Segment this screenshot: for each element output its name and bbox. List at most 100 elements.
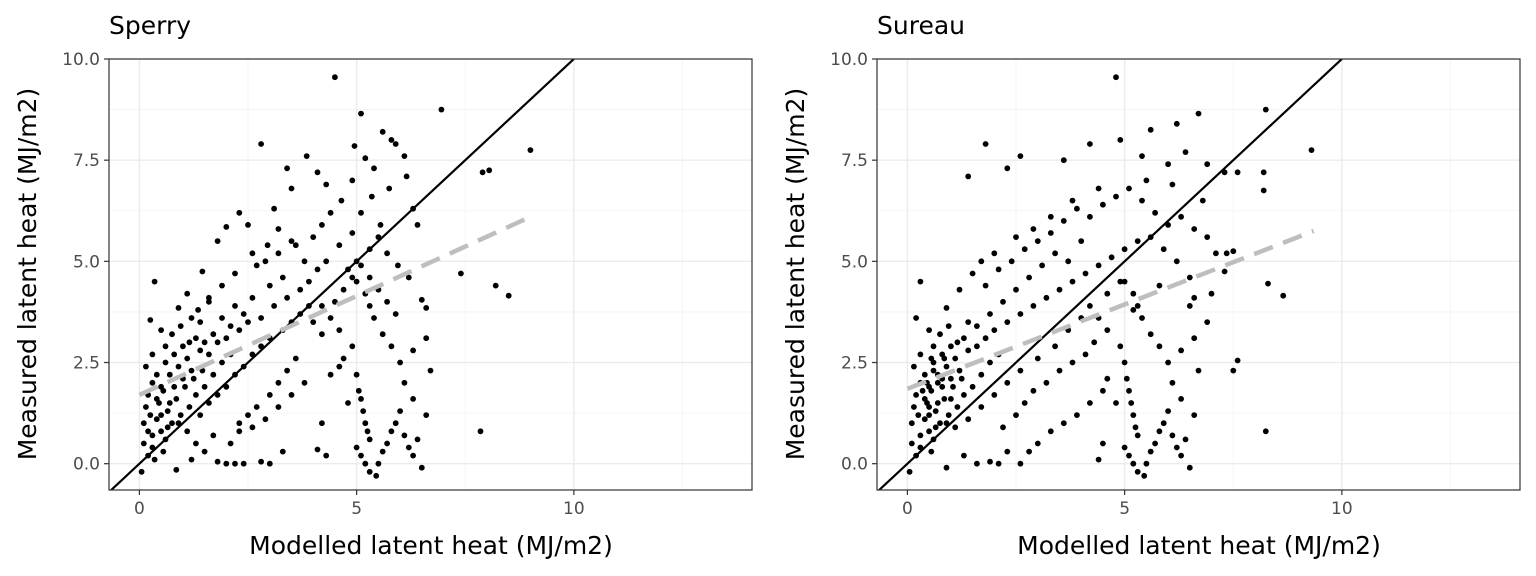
data-point xyxy=(527,147,534,154)
data-point xyxy=(941,355,948,362)
data-point xyxy=(140,440,147,447)
data-point xyxy=(360,408,367,414)
data-point xyxy=(1123,375,1130,382)
data-point xyxy=(358,209,364,216)
data-point xyxy=(223,460,230,467)
data-point xyxy=(930,343,937,350)
data-point xyxy=(279,274,286,281)
data-point xyxy=(1113,400,1119,406)
data-point xyxy=(232,270,238,277)
data-point xyxy=(138,468,145,475)
data-point xyxy=(1165,359,1171,366)
data-point xyxy=(1108,254,1115,261)
data-point xyxy=(1034,238,1041,245)
data-point xyxy=(410,452,416,459)
data-point xyxy=(197,319,204,325)
data-point xyxy=(271,205,277,212)
identity-line xyxy=(878,59,1343,490)
data-point xyxy=(1004,165,1011,172)
data-point xyxy=(995,266,1002,273)
identity-line xyxy=(110,59,575,490)
data-point xyxy=(379,128,386,135)
data-point xyxy=(1139,153,1145,160)
x-tick-label: 10 xyxy=(1331,499,1353,519)
data-point xyxy=(306,278,312,285)
data-point xyxy=(1056,286,1063,293)
data-point xyxy=(275,404,282,410)
data-point xyxy=(1165,161,1171,168)
data-point xyxy=(1141,472,1148,479)
data-point xyxy=(258,141,264,147)
data-point xyxy=(1139,197,1145,204)
data-point xyxy=(1095,185,1102,192)
data-point xyxy=(911,363,917,370)
data-point xyxy=(353,444,360,451)
data-point xyxy=(392,141,399,147)
data-point xyxy=(262,258,269,265)
data-point xyxy=(908,440,915,447)
x-tick-label: 5 xyxy=(1119,499,1130,519)
data-point xyxy=(153,371,160,378)
data-point xyxy=(340,355,347,362)
data-point xyxy=(1043,294,1050,301)
data-point xyxy=(319,331,325,338)
data-point xyxy=(1260,187,1267,194)
data-point xyxy=(978,258,985,265)
y-tick-label: 7.5 xyxy=(841,151,868,171)
data-point xyxy=(505,292,512,299)
panel-title: Sureau xyxy=(877,11,965,40)
data-point xyxy=(1234,169,1241,176)
data-point xyxy=(1052,250,1058,257)
data-point xyxy=(492,282,499,289)
panel-border xyxy=(876,58,1521,491)
data-point xyxy=(1121,359,1128,366)
data-point xyxy=(1230,367,1237,374)
data-point xyxy=(219,359,225,366)
x-axis-title: Modelled latent heat (MJ/m2) xyxy=(1017,531,1381,560)
data-point xyxy=(351,143,358,149)
data-point xyxy=(1047,213,1054,220)
y-tick-label: 7.5 xyxy=(73,151,100,171)
data-point xyxy=(1308,147,1315,154)
y-axis-title: Measured latent heat (MJ/m2) xyxy=(13,88,42,461)
data-point xyxy=(210,432,217,439)
data-point xyxy=(956,286,963,293)
data-point xyxy=(1191,335,1198,342)
data-point xyxy=(171,351,178,358)
fit-line xyxy=(138,214,532,397)
data-point xyxy=(249,424,256,431)
x-tick-label: 0 xyxy=(902,499,913,519)
data-point xyxy=(1087,303,1093,309)
data-point xyxy=(921,396,928,402)
data-point xyxy=(1128,400,1135,406)
data-point xyxy=(301,258,308,265)
data-point xyxy=(223,335,230,342)
data-point xyxy=(1030,387,1037,394)
data-point xyxy=(323,452,330,459)
data-point xyxy=(358,262,364,269)
data-point xyxy=(991,250,998,257)
data-point xyxy=(414,222,421,228)
data-point xyxy=(917,432,924,439)
data-point xyxy=(1126,185,1132,192)
data-point xyxy=(1126,452,1132,459)
data-point xyxy=(1130,307,1137,313)
data-point xyxy=(173,466,180,473)
data-point xyxy=(245,412,251,418)
data-point xyxy=(143,363,149,370)
data-point xyxy=(193,440,199,447)
data-point xyxy=(232,460,238,467)
data-point xyxy=(991,327,998,333)
data-point xyxy=(1156,343,1163,350)
data-point xyxy=(418,464,425,471)
data-point xyxy=(379,448,386,455)
data-point xyxy=(147,412,154,418)
data-point xyxy=(1199,197,1206,204)
data-point xyxy=(180,343,186,350)
y-tick-label: 2.5 xyxy=(841,354,868,374)
data-point xyxy=(236,420,243,427)
tick-labels: 0 5 10 0.0 2.5 5.0 7.5 10.0 xyxy=(62,50,585,519)
data-point xyxy=(175,363,182,370)
data-point xyxy=(275,379,282,386)
data-point xyxy=(227,323,234,329)
